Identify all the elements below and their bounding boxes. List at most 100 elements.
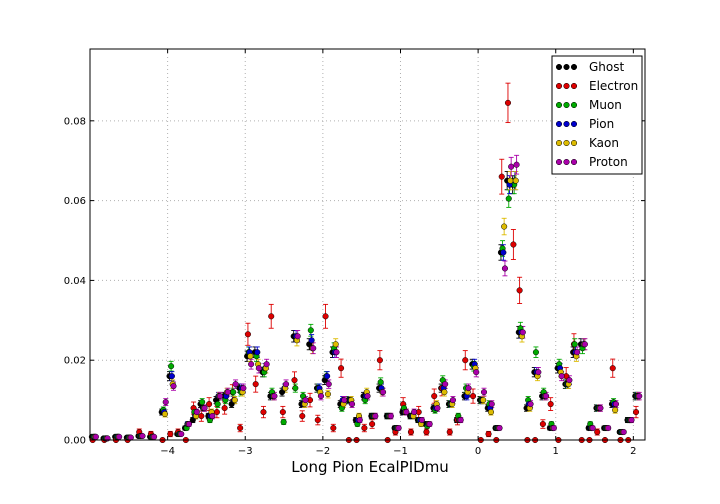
data-point — [283, 381, 290, 388]
data-point — [201, 405, 208, 412]
data-point — [185, 420, 193, 428]
data-point — [356, 417, 363, 424]
data-point — [217, 393, 224, 400]
data-point — [547, 401, 554, 408]
legend-marker — [555, 82, 563, 90]
data-point — [324, 373, 331, 380]
x-tick-label: 0 — [475, 446, 481, 457]
data-point — [566, 377, 573, 384]
data-point — [510, 241, 517, 248]
data-point — [516, 287, 523, 294]
x-tick-label: −4 — [160, 446, 175, 457]
legend-marker — [570, 63, 578, 71]
data-point — [224, 389, 231, 396]
data-point — [213, 409, 220, 416]
legend-label: Pion — [589, 117, 614, 131]
data-point — [462, 357, 469, 364]
data-point — [244, 331, 251, 338]
data-point — [214, 401, 221, 408]
axis-ticks: −4 −3 −2 −1 0 1 2 0.00 0.02 0.04 0.06 0.08 — [64, 49, 645, 457]
data-point — [151, 433, 158, 440]
data-point — [480, 397, 487, 404]
data-point — [232, 381, 239, 388]
legend-marker — [563, 120, 570, 128]
data-point — [609, 365, 616, 372]
legend-label: Muon — [589, 98, 622, 112]
y-tick-label: 0.08 — [64, 116, 86, 127]
data-point — [292, 385, 299, 392]
data-point — [230, 389, 237, 396]
data-point — [442, 381, 449, 388]
data-point — [589, 424, 596, 432]
data-point — [332, 341, 339, 348]
data-point — [299, 413, 306, 420]
data-point — [376, 357, 383, 364]
data-markers — [88, 99, 643, 444]
data-point — [279, 409, 286, 416]
legend-label: Kaon — [589, 136, 619, 150]
data-point — [457, 417, 464, 424]
data-point — [116, 433, 123, 440]
data-point — [496, 424, 503, 432]
legend-marker — [563, 63, 570, 71]
legend-marker — [570, 101, 578, 109]
data-point — [387, 413, 394, 420]
plot-frame — [89, 48, 646, 441]
legend: Ghost Electron Muon Pion Kaon Proton — [551, 55, 643, 175]
data-point — [271, 393, 278, 400]
data-point — [369, 420, 376, 428]
data-point — [252, 381, 259, 388]
data-point — [418, 417, 425, 424]
data-point — [612, 407, 619, 414]
legend-marker — [563, 101, 570, 109]
data-point — [161, 411, 168, 418]
data-point — [240, 385, 247, 392]
data-point — [535, 369, 542, 376]
data-point — [92, 433, 99, 440]
data-point — [325, 381, 332, 388]
data-point — [280, 418, 287, 426]
data-point — [268, 313, 275, 320]
data-point — [612, 401, 620, 408]
data-point — [498, 173, 505, 180]
data-point — [338, 365, 345, 372]
data-point — [372, 413, 379, 420]
data-point — [628, 417, 635, 424]
data-point — [139, 432, 146, 440]
x-tick-label: −1 — [393, 446, 408, 457]
data-point — [361, 424, 368, 432]
x-tick-label: −3 — [238, 446, 253, 457]
data-point — [539, 420, 546, 428]
data-point — [377, 379, 384, 386]
data-point — [594, 428, 601, 436]
legend-marker — [570, 82, 578, 90]
data-point — [168, 373, 175, 380]
data-point — [597, 405, 604, 412]
data-point — [527, 401, 534, 408]
legend-label: Ghost — [589, 60, 624, 74]
data-point — [254, 349, 261, 356]
data-point — [504, 99, 512, 106]
data-point — [206, 401, 213, 408]
x-tick-label: −2 — [315, 446, 330, 457]
data-point — [513, 161, 520, 168]
data-point — [307, 327, 314, 334]
y-tick-label: 0.06 — [64, 196, 86, 207]
data-point — [308, 337, 315, 344]
data-point — [500, 249, 507, 256]
data-point — [636, 393, 643, 400]
legend-marker — [555, 101, 563, 109]
data-point — [209, 413, 216, 420]
data-point — [434, 405, 441, 412]
data-point — [519, 329, 526, 336]
data-point — [488, 401, 495, 408]
data-point — [543, 393, 550, 400]
data-point — [333, 349, 340, 356]
data-point — [423, 428, 430, 436]
data-point — [341, 397, 348, 404]
legend-label: Proton — [589, 155, 628, 169]
legend-marker — [555, 63, 563, 71]
data-point — [291, 377, 298, 384]
legend-marker — [563, 82, 570, 90]
y-tick-label: 0.00 — [64, 436, 86, 447]
